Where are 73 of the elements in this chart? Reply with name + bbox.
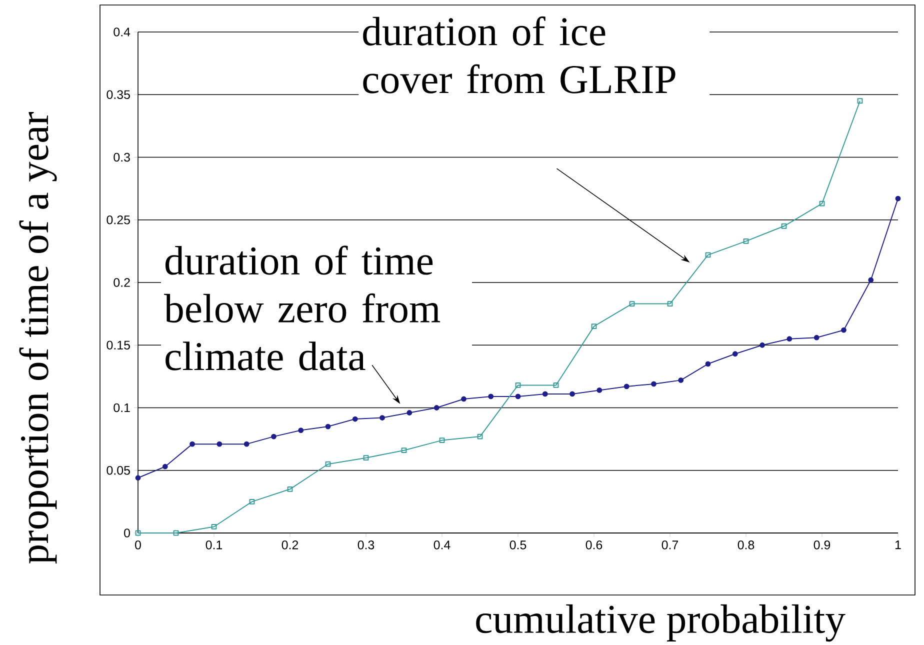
y-tick-label: 0: [124, 528, 130, 538]
point: [542, 391, 548, 397]
x-tick-label: 0.8: [738, 540, 754, 550]
point: [743, 238, 749, 244]
point: [488, 394, 494, 400]
point: [786, 336, 792, 342]
point: [515, 394, 521, 400]
point: [705, 252, 711, 258]
point: [173, 530, 179, 536]
point: [868, 277, 874, 283]
y-tick-label: 0.1: [114, 403, 130, 412]
x-tick-label: 0.6: [586, 540, 602, 550]
point: [732, 351, 738, 357]
point: [352, 416, 358, 422]
point: [325, 424, 331, 430]
point: [667, 301, 673, 307]
x-tick-label: 0.4: [434, 540, 450, 550]
point: [814, 334, 820, 340]
y-tick-label: 0.25: [106, 216, 130, 224]
y-tick-label: 0.15: [106, 340, 130, 350]
point: [705, 361, 711, 367]
point: [216, 441, 222, 447]
y-tick-label: 0.3: [114, 152, 130, 162]
point: [244, 441, 250, 447]
y-axis-title: proportion of time of a year: [19, 112, 57, 564]
y-tick-label: 0.35: [106, 90, 130, 100]
point: [461, 396, 466, 402]
point: [477, 434, 483, 440]
point: [629, 301, 635, 307]
point: [678, 378, 684, 383]
point: [162, 464, 168, 470]
x-tick-label: 0.7: [662, 540, 678, 550]
x-tick-label: 0.2: [282, 540, 298, 550]
point: [857, 98, 863, 104]
point: [781, 223, 787, 229]
point: [760, 342, 765, 348]
point: [651, 381, 656, 387]
y-tick-label: 0.05: [106, 466, 130, 475]
point: [211, 524, 217, 530]
point: [363, 455, 369, 461]
point: [624, 384, 630, 390]
point: [135, 475, 141, 481]
point: [287, 486, 293, 492]
point: [591, 324, 597, 330]
point: [553, 382, 559, 388]
y-tick-label: 0.4: [114, 28, 130, 36]
x-tick-label: 0.3: [358, 540, 374, 550]
x-tick-label: 0.5: [510, 540, 526, 550]
point: [895, 196, 901, 202]
point: [325, 461, 331, 467]
point: [570, 391, 575, 397]
x-tick-label: 1: [895, 540, 901, 550]
point: [406, 410, 412, 416]
point: [596, 388, 602, 393]
point: [434, 405, 440, 410]
point: [298, 428, 304, 434]
point: [249, 499, 255, 504]
x-axis-title: cumulative probability: [476, 604, 846, 642]
point: [271, 434, 276, 440]
point: [439, 438, 445, 444]
point: [380, 415, 385, 421]
y-tick-label: 0.2: [114, 278, 130, 287]
point: [190, 441, 195, 447]
x-tick-label: 0.9: [814, 540, 830, 550]
point: [401, 448, 407, 454]
annotation: duration of time below zero from climate data: [164, 246, 440, 370]
x-tick-label: 0.1: [206, 540, 222, 550]
x-tick-label: 0: [135, 540, 141, 550]
point: [841, 327, 846, 333]
point: [135, 530, 141, 536]
annotation: duration of ice cover from GLRIP: [363, 16, 676, 94]
point: [515, 382, 521, 388]
point: [819, 200, 825, 206]
